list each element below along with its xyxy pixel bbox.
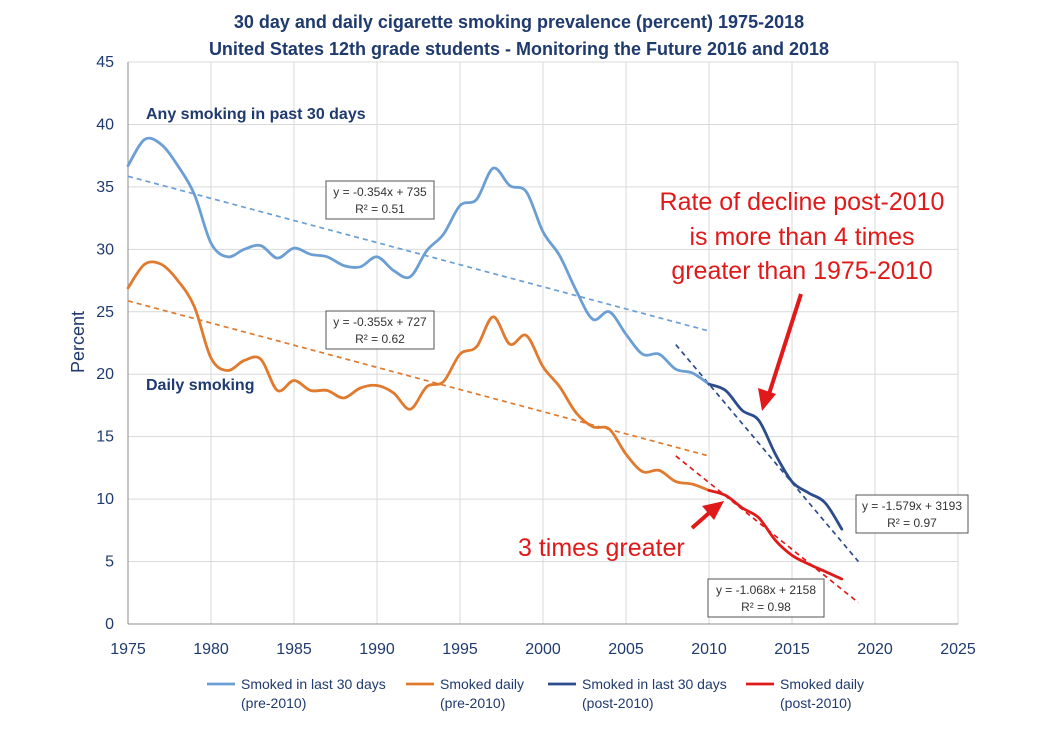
r2-daily-pre: R² = 0.62 [355,332,405,346]
legend-label-1-0: Smoked daily [440,676,524,692]
chart-title-line-2: United States 12th grade students - Moni… [209,39,829,59]
decline-callout-line-2: is more than 4 times [689,223,914,251]
y-axis-label: Percent [68,311,88,373]
callout-arrow-three-times-head [702,501,724,520]
equation-daily-post: y = -1.068x + 2158 [716,583,816,597]
equation-box-30day-pre-frame [325,180,435,220]
legend: Smoked in last 30 days(pre-2010)Smoked d… [207,676,864,711]
y-tick-label-9: 45 [96,54,114,71]
y-tick-label-0: 0 [105,616,114,633]
x-tick-label-10: 2025 [940,641,976,658]
y-tick-label-8: 40 [96,116,114,133]
legend-item-2: Smoked in last 30 days (post-2010) [548,676,727,711]
chart-title-line-1: 30 day and daily cigarette smoking preva… [234,12,804,32]
y-tick-label-5: 25 [96,304,114,321]
y-tick-label-6: 30 [96,241,114,258]
axes: 1975 1980 1985 1990 1995 2000 2005 2010 2015 2020… [96,54,976,658]
x-tick-label-4: 1995 [442,641,478,658]
series-line-2 [707,382,844,531]
series-lines [126,136,844,581]
y-tick-label-4: 20 [96,366,114,383]
x-tick-label-1: 1980 [193,641,229,658]
trendline-1 [127,300,710,457]
equation-daily-pre: y = -0.355x + 727 [333,315,427,329]
legend-label-3-1: (post-2010) [780,695,852,711]
any-smoking-annotation: Any smoking in past 30 days [146,106,366,123]
legend-label-2-0: Smoked in last 30 days [582,676,727,692]
r2-daily-post: R² = 0.98 [741,600,791,614]
daily-smoking-annotation: Daily smoking [146,377,254,394]
x-tick-label-7: 2010 [691,641,727,658]
legend-label-2-1: (post-2010) [582,695,654,711]
legend-item-0: Smoked in last 30 days (pre-2010) [207,676,386,711]
x-tick-label-6: 2005 [608,641,644,658]
r2-30day-post: R² = 0.97 [887,516,937,530]
legend-item-3: Smoked daily (post-2010) [746,676,864,711]
x-tick-label-0: 1975 [110,641,146,658]
series-line-1 [126,260,711,492]
decline-callout: Rate of decline post-2010 is more than 4… [660,188,945,285]
decline-callout-line-3: greater than 1975-2010 [671,257,932,285]
trendline-0 [127,175,710,332]
callout-arrow-decline-head [758,388,776,411]
chart-title: 30 day and daily cigarette smoking preva… [209,12,829,59]
legend-label-3-0: Smoked daily [780,676,864,692]
legend-item-1: Smoked daily (pre-2010) [406,676,524,711]
series-line-3 [707,489,844,581]
y-tick-label-2: 10 [96,491,114,508]
equation-box-daily-post-frame [707,578,825,618]
x-tick-label-5: 2000 [525,641,561,658]
r2-30day-pre: R² = 0.51 [355,202,405,216]
three-times-callout: 3 times greater [518,534,685,562]
legend-label-1-1: (pre-2010) [440,695,505,711]
equation-box-30day-pre: y = -0.354x + 735 R² = 0.51 [325,180,435,220]
legend-label-0-1: (pre-2010) [241,695,306,711]
y-tick-label-7: 35 [96,179,114,196]
equation-box-30day-post-frame [855,494,969,534]
decline-callout-line-1: Rate of decline post-2010 [660,188,945,216]
x-tick-label-3: 1990 [359,641,395,658]
equation-box-daily-post: y = -1.068x + 2158 R² = 0.98 [707,578,825,618]
series-line-0 [126,136,711,386]
callout-arrow-decline-shaft [767,293,803,395]
callout-arrow-three-times-shaft [690,511,711,530]
legend-label-0-0: Smoked in last 30 days [241,676,386,692]
equation-30day-pre: y = -0.354x + 735 [333,185,427,199]
y-tick-label-3: 15 [96,429,114,446]
equation-box-daily-pre: y = -0.355x + 727 R² = 0.62 [325,310,435,350]
y-tick-label-1: 5 [105,554,114,571]
equation-30day-post: y = -1.579x + 3193 [862,499,962,513]
callout-arrow-three-times [690,501,724,530]
x-tick-label-9: 2020 [857,641,893,658]
x-tick-label-2: 1985 [276,641,312,658]
equation-box-daily-pre-frame [325,310,435,350]
callout-arrow-decline [758,293,803,411]
x-tick-label-8: 2015 [774,641,810,658]
equation-box-30day-post: y = -1.579x + 3193 R² = 0.97 [855,494,969,534]
